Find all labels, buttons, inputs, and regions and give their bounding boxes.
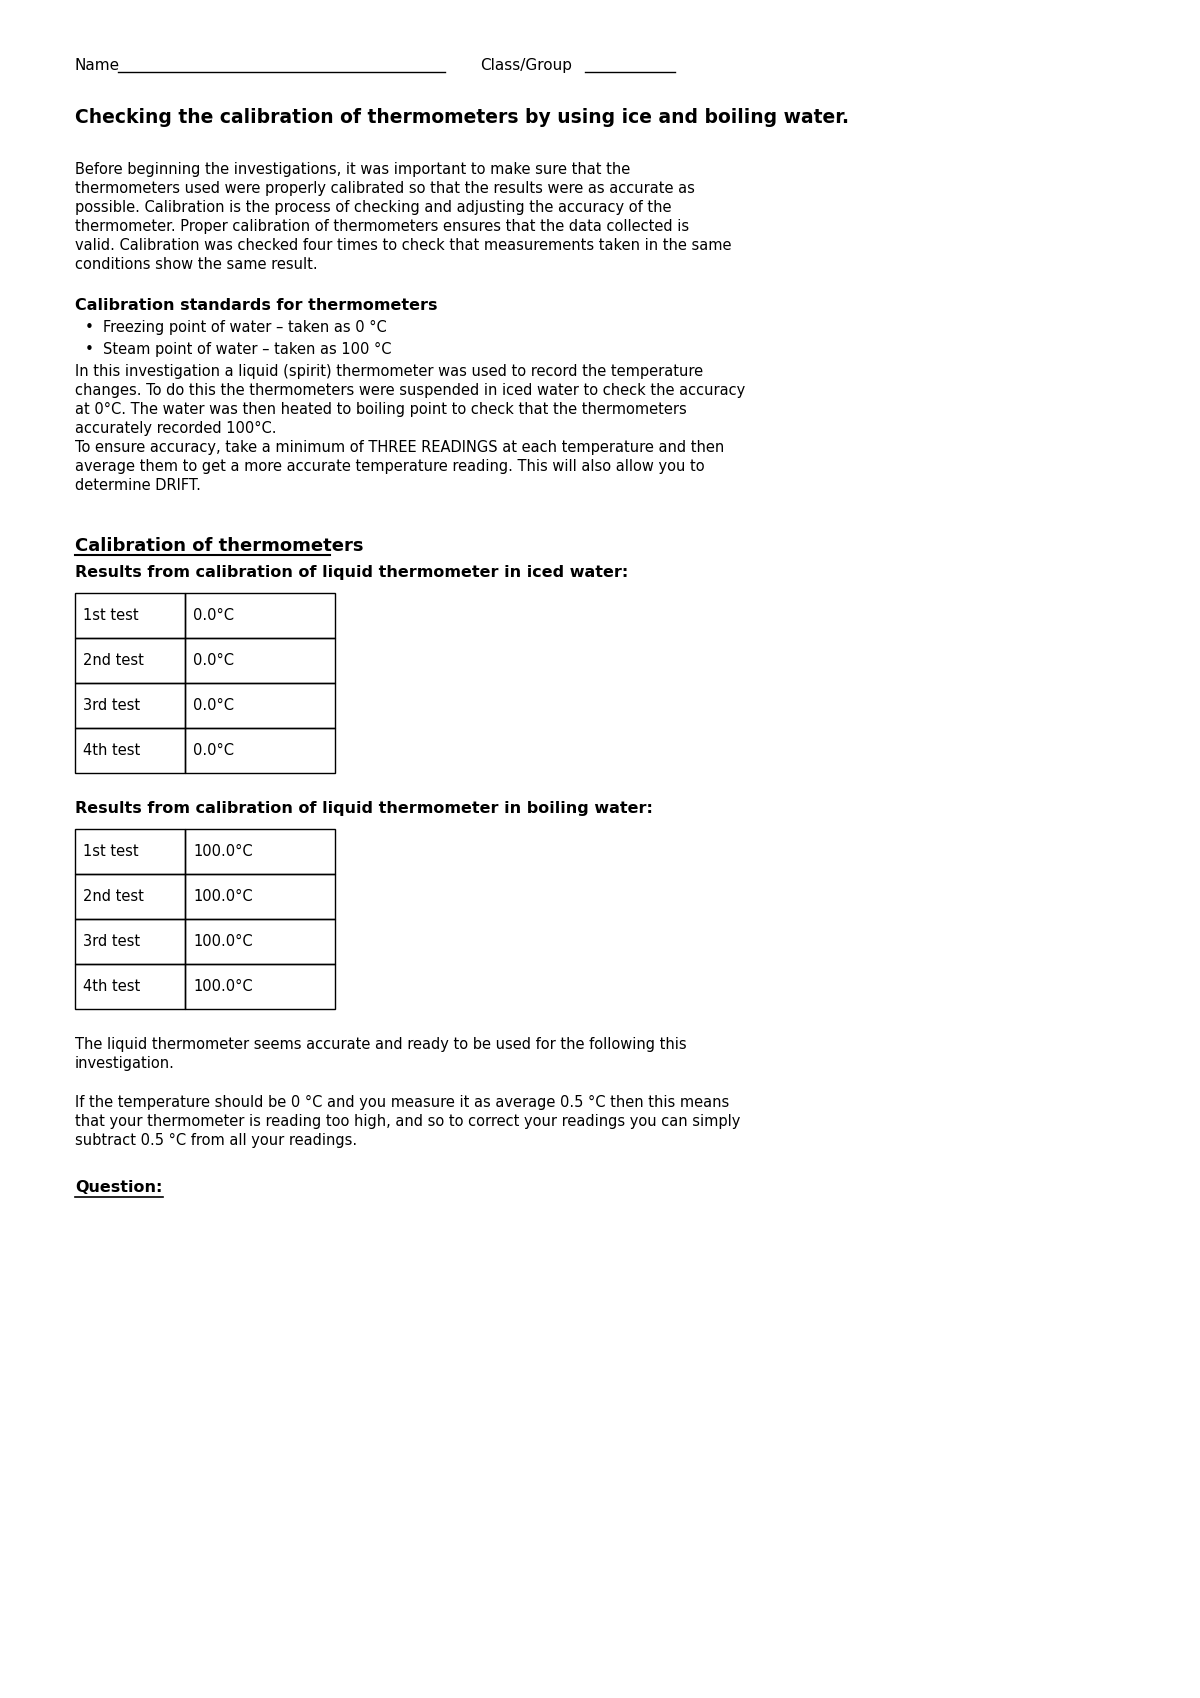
Text: •: • xyxy=(85,319,94,335)
Text: Calibration standards for thermometers: Calibration standards for thermometers xyxy=(74,299,438,312)
Text: Steam point of water – taken as 100 °C: Steam point of water – taken as 100 °C xyxy=(103,341,391,357)
Text: Results from calibration of liquid thermometer in iced water:: Results from calibration of liquid therm… xyxy=(74,565,629,581)
Text: 0.0°C: 0.0°C xyxy=(193,698,234,713)
Bar xyxy=(74,728,185,773)
Text: Before beginning the investigations, it was important to make sure that the: Before beginning the investigations, it … xyxy=(74,161,630,177)
Bar xyxy=(74,638,185,683)
Text: 2nd test: 2nd test xyxy=(83,890,144,903)
Bar xyxy=(185,683,335,728)
Text: 1st test: 1st test xyxy=(83,844,139,859)
Text: In this investigation a liquid (spirit) thermometer was used to record the tempe: In this investigation a liquid (spirit) … xyxy=(74,363,703,379)
Bar xyxy=(185,728,335,773)
Text: 4th test: 4th test xyxy=(83,744,140,757)
Text: that your thermometer is reading too high, and so to correct your readings you c: that your thermometer is reading too hig… xyxy=(74,1114,740,1129)
Text: possible. Calibration is the process of checking and adjusting the accuracy of t: possible. Calibration is the process of … xyxy=(74,200,672,216)
Bar xyxy=(185,829,335,874)
Text: Calibration of thermometers: Calibration of thermometers xyxy=(74,537,364,555)
Text: investigation.: investigation. xyxy=(74,1056,175,1071)
Bar xyxy=(185,919,335,964)
Text: Name: Name xyxy=(74,58,120,73)
Text: 0.0°C: 0.0°C xyxy=(193,654,234,667)
Text: The liquid thermometer seems accurate and ready to be used for the following thi: The liquid thermometer seems accurate an… xyxy=(74,1037,686,1053)
Text: Question:: Question: xyxy=(74,1180,162,1195)
Text: 3rd test: 3rd test xyxy=(83,698,140,713)
Text: conditions show the same result.: conditions show the same result. xyxy=(74,256,318,272)
Bar xyxy=(185,638,335,683)
Text: determine DRIFT.: determine DRIFT. xyxy=(74,479,200,492)
Text: 3rd test: 3rd test xyxy=(83,934,140,949)
Text: 4th test: 4th test xyxy=(83,980,140,993)
Text: 100.0°C: 100.0°C xyxy=(193,980,253,993)
Text: 0.0°C: 0.0°C xyxy=(193,744,234,757)
Bar xyxy=(185,874,335,919)
Text: Checking the calibration of thermometers by using ice and boiling water.: Checking the calibration of thermometers… xyxy=(74,109,850,127)
Bar xyxy=(74,829,185,874)
Text: If the temperature should be 0 °C and you measure it as average 0.5 °C then this: If the temperature should be 0 °C and yo… xyxy=(74,1095,730,1110)
Text: Results from calibration of liquid thermometer in boiling water:: Results from calibration of liquid therm… xyxy=(74,801,653,817)
Text: 1st test: 1st test xyxy=(83,608,139,623)
Text: 100.0°C: 100.0°C xyxy=(193,934,253,949)
Text: subtract 0.5 °C from all your readings.: subtract 0.5 °C from all your readings. xyxy=(74,1133,358,1148)
Bar xyxy=(185,964,335,1009)
Text: 2nd test: 2nd test xyxy=(83,654,144,667)
Text: Class/Group: Class/Group xyxy=(480,58,572,73)
Text: To ensure accuracy, take a minimum of THREE READINGS at each temperature and the: To ensure accuracy, take a minimum of TH… xyxy=(74,440,725,455)
Bar xyxy=(74,919,185,964)
Text: 100.0°C: 100.0°C xyxy=(193,844,253,859)
Text: valid. Calibration was checked four times to check that measurements taken in th: valid. Calibration was checked four time… xyxy=(74,238,732,253)
Bar xyxy=(185,593,335,638)
Text: thermometer. Proper calibration of thermometers ensures that the data collected : thermometer. Proper calibration of therm… xyxy=(74,219,689,234)
Bar xyxy=(74,683,185,728)
Text: average them to get a more accurate temperature reading. This will also allow yo: average them to get a more accurate temp… xyxy=(74,458,704,474)
Bar xyxy=(74,964,185,1009)
Text: •: • xyxy=(85,341,94,357)
Text: Freezing point of water – taken as 0 °C: Freezing point of water – taken as 0 °C xyxy=(103,319,386,335)
Bar xyxy=(74,593,185,638)
Text: accurately recorded 100°C.: accurately recorded 100°C. xyxy=(74,421,276,436)
Text: 0.0°C: 0.0°C xyxy=(193,608,234,623)
Text: 100.0°C: 100.0°C xyxy=(193,890,253,903)
Bar xyxy=(74,874,185,919)
Text: at 0°C. The water was then heated to boiling point to check that the thermometer: at 0°C. The water was then heated to boi… xyxy=(74,402,686,418)
Text: changes. To do this the thermometers were suspended in iced water to check the a: changes. To do this the thermometers wer… xyxy=(74,384,745,397)
Text: thermometers used were properly calibrated so that the results were as accurate : thermometers used were properly calibrat… xyxy=(74,182,695,195)
